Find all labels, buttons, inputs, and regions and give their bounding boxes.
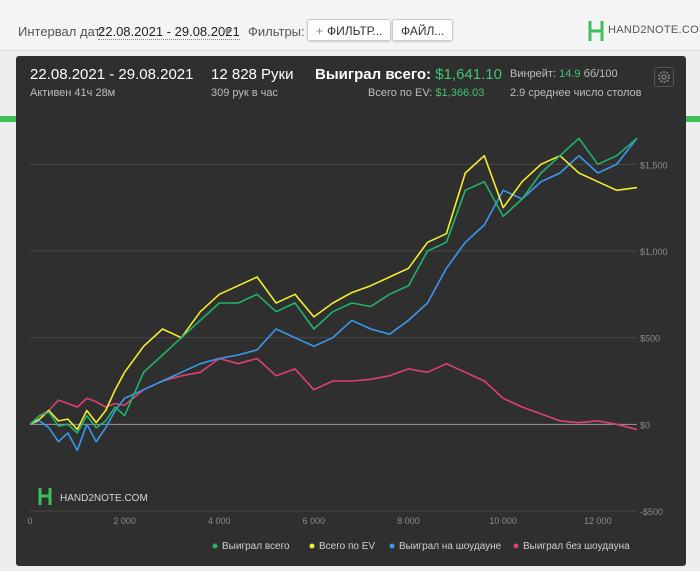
legend: Выиграл всего Всего по EV Выиграл на шоуда…	[212, 540, 630, 552]
summary-hands-per-hour: 309 рук в час	[211, 87, 279, 99]
chevron-down-icon[interactable]	[222, 29, 232, 34]
hand2note-logo: HAND2NOTE.COM	[588, 19, 700, 43]
filter-button[interactable]: + ФИЛЬТР...	[307, 19, 392, 41]
plus-icon: +	[316, 24, 324, 38]
watermark: HAND2NOTE.COM	[38, 488, 148, 505]
legend-label-won: Выиграл всего	[222, 541, 290, 552]
y-tick-label: $1,000	[640, 247, 668, 257]
legend-label-ev: Всего по EV	[319, 541, 375, 552]
summary-active: Активен 41ч 28м	[30, 87, 116, 99]
summary-ev: Всего по EV: $1,366.03	[368, 87, 484, 99]
legend-label-showdown: Выиграл на шоудауне	[399, 541, 502, 552]
y-tick-label: -$500	[640, 507, 663, 517]
legend-label-nonshowdown: Выиграл без шоудауна	[523, 540, 630, 552]
winrate-label: Винрейт:	[510, 68, 557, 80]
filters-label: Фильтры:	[248, 24, 305, 39]
winrate-unit: бб/100	[583, 68, 618, 80]
ev-label: Всего по EV:	[368, 87, 433, 99]
legend-marker-nonshowdown	[513, 543, 519, 549]
toolbar: Интервал дат: 22.08.2021 - 29.08.2021 Фи…	[0, 0, 700, 51]
logo-text: HAND2NOTE.COM	[608, 24, 700, 36]
legend-marker-won	[212, 543, 218, 549]
x-tick-label: 0	[27, 516, 32, 526]
y-axis: -$500 $0 $500 $1,000 $1,500	[640, 160, 668, 517]
won-value: $1,641.10	[435, 66, 502, 83]
winrate-value: 14.9	[559, 68, 581, 80]
x-tick-label: 10 000	[489, 516, 517, 526]
series-line-ev	[29, 154, 638, 431]
y-tick-label: $1,500	[640, 160, 668, 170]
y-tick-label: $500	[640, 334, 660, 344]
x-tick-label: 12 000	[584, 516, 612, 526]
series-line-won	[29, 137, 638, 434]
legend-marker-showdown	[389, 543, 395, 549]
summary-period: 22.08.2021 - 29.08.2021	[30, 66, 194, 83]
watermark-text: HAND2NOTE.COM	[60, 493, 148, 504]
x-tick-label: 8 000	[397, 516, 420, 526]
won-label: Выиграл всего:	[315, 66, 432, 83]
filter-button-label: ФИЛЬТР...	[327, 24, 383, 38]
interval-label: Интервал дат:	[18, 24, 105, 39]
ev-value: $1,366.03	[435, 87, 485, 99]
y-tick-label: $0	[640, 420, 650, 430]
file-button-label: ФАЙЛ...	[401, 24, 445, 38]
accent-stripe-right	[680, 116, 700, 122]
x-tick-label: 6 000	[303, 516, 326, 526]
settings-button[interactable]	[654, 67, 674, 87]
summary-tables: 2.9 среднее число столов	[510, 87, 642, 99]
gear-icon	[658, 71, 670, 83]
summary-winrate: Винрейт: 14.9 бб/100	[510, 68, 618, 80]
summary-hands: 12 828 Руки	[211, 66, 294, 83]
file-button[interactable]: ФАЙЛ...	[392, 19, 454, 41]
accent-stripe-left	[0, 116, 20, 122]
series-lines	[29, 137, 638, 452]
x-axis: 0 2 000 4 000 6 000 8 000 10 000 12 000	[27, 516, 611, 526]
series-line-showdown	[29, 137, 638, 452]
legend-marker-ev	[309, 543, 315, 549]
series-line-nonshowdown	[29, 357, 638, 431]
chart-grid	[30, 163, 637, 512]
x-tick-label: 4 000	[208, 516, 231, 526]
x-tick-label: 2 000	[113, 516, 136, 526]
summary-won: Выиграл всего: $1,641.10	[315, 66, 502, 83]
chart-panel	[16, 56, 686, 566]
date-range-picker[interactable]: 22.08.2021 - 29.08.2021	[98, 24, 240, 40]
